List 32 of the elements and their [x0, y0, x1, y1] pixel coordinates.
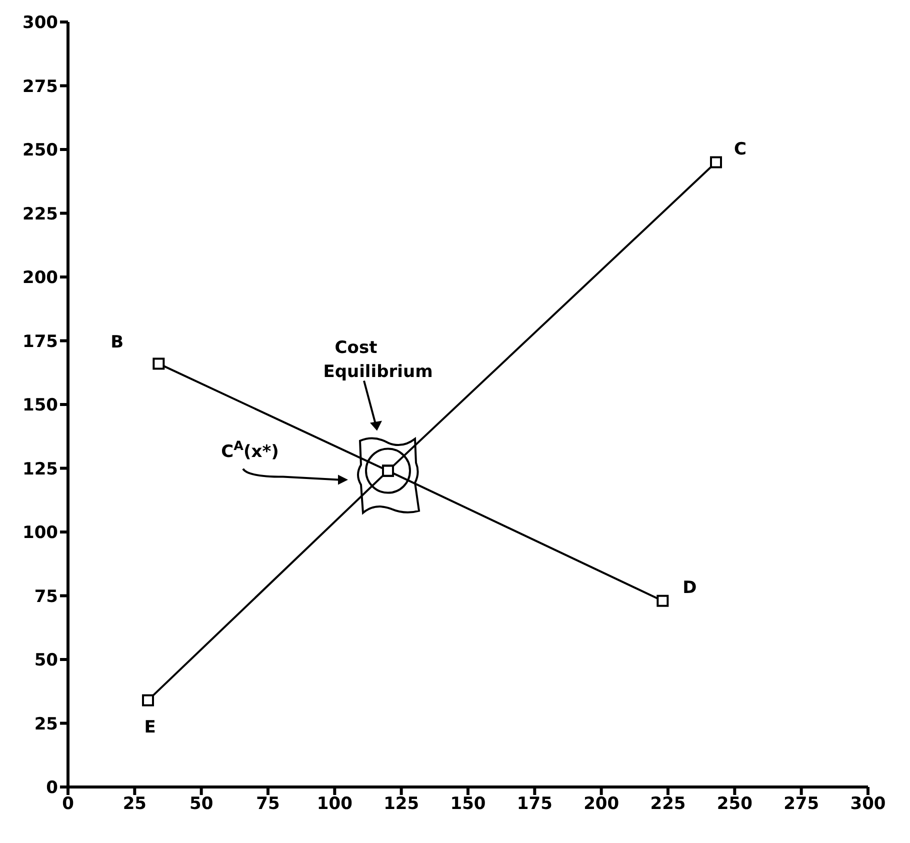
x-tick-label: 175: [516, 794, 552, 814]
annotation: E: [144, 717, 156, 738]
y-tick-label: 300: [22, 13, 58, 34]
x-tick-label: 50: [189, 794, 214, 814]
y-tick-label: 125: [22, 459, 58, 480]
annotation: Cost Equilibrium: [323, 338, 433, 382]
y-tick-label: 150: [22, 396, 58, 416]
x-tick-label: 25: [122, 794, 147, 814]
y-tick-label: 275: [22, 76, 58, 97]
x-tick-label: 125: [384, 794, 420, 814]
y-tick-label: 25: [34, 714, 58, 734]
y-tick-label: 250: [22, 140, 58, 161]
y-tick-label: 75: [34, 586, 58, 607]
x-tick-label: 0: [62, 794, 74, 814]
y-tick-label: 100: [22, 523, 58, 544]
y-tick-label: 0: [46, 778, 58, 798]
x-tick-label: 200: [584, 794, 620, 814]
x-tick-label: 75: [256, 794, 280, 814]
y-tick-label: 50: [34, 650, 58, 671]
x-tick-label: 150: [450, 794, 486, 814]
annotation: C$^{A}$(x*): [221, 438, 279, 462]
x-tick-label: 300: [850, 794, 886, 814]
y-tick-label: 225: [22, 204, 58, 224]
annotation: B: [110, 332, 124, 353]
y-tick-label: 200: [22, 268, 58, 288]
x-tick-label: 100: [316, 794, 353, 814]
annotation: C: [734, 139, 746, 160]
annotation: D: [682, 578, 697, 598]
x-tick-label: 275: [784, 794, 820, 814]
x-tick-label: 250: [716, 794, 753, 814]
x-tick-label: 225: [650, 794, 686, 814]
y-tick-label: 175: [22, 332, 58, 352]
